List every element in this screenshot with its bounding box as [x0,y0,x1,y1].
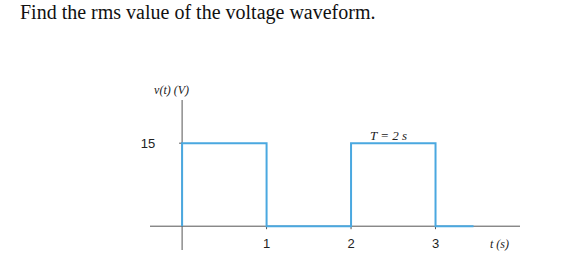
waveform-line [182,143,473,226]
x-axis-label: t (s) [490,237,509,251]
y-tick-label: 15 [141,136,155,151]
title: Find the rms value of the voltage wavefo… [20,1,375,24]
annotation: T = 2 s [370,128,407,143]
plot-area [182,143,473,226]
x-tick-label: 2 [347,236,354,251]
x-tick-label: 3 [432,236,439,251]
x-tick-label: 1 [263,236,270,251]
y-axis-label: v(t) (V) [154,83,189,97]
